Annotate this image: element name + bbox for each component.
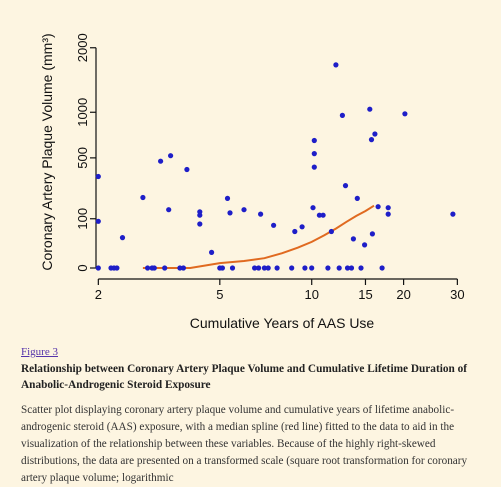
- median-spline-line: [142, 204, 375, 269]
- data-point: [310, 205, 316, 211]
- data-point: [95, 265, 101, 271]
- x-tick-label: 15: [358, 287, 372, 302]
- data-point: [333, 62, 339, 68]
- data-point: [119, 235, 126, 241]
- x-tick-label: 5: [216, 287, 223, 302]
- x-axis-label: Cumulative Years of AAS Use: [190, 315, 375, 331]
- data-point: [140, 194, 146, 201]
- y-tick-label: 0: [75, 264, 90, 271]
- x-tick-label: 30: [450, 287, 464, 302]
- data-point: [274, 265, 280, 271]
- y-tick-label: 2000: [75, 33, 90, 62]
- data-point: [372, 131, 378, 137]
- x-tick-label: 10: [304, 287, 318, 302]
- data-point: [292, 228, 298, 235]
- caption-title: Relationship between Coronary Artery Pla…: [21, 363, 468, 391]
- scatter-chart: 0 100 500 1000 2000 2 5 10 15 20 30 Coronary Arter…: [39, 33, 465, 331]
- data-point: [162, 265, 168, 271]
- data-point: [209, 249, 215, 255]
- y-axis-label: Coronary Artery Plaque Volume (mm³): [39, 33, 55, 270]
- data-point: [302, 265, 308, 271]
- y-tick-label: 100: [75, 208, 90, 230]
- data-point: [362, 242, 368, 248]
- data-point: [95, 173, 101, 180]
- data-point: [311, 164, 317, 170]
- data-point: [258, 211, 264, 217]
- data-point: [271, 222, 277, 228]
- data-point: [289, 265, 295, 271]
- data-point: [325, 265, 331, 271]
- data-point: [385, 205, 391, 211]
- data-point: [316, 212, 322, 218]
- data-point: [145, 265, 151, 271]
- data-point: [151, 265, 157, 271]
- data-point: [344, 265, 351, 271]
- data-point: [252, 265, 258, 271]
- data-point: [354, 195, 360, 201]
- data-point: [309, 265, 315, 271]
- caption-body: Scatter plot displaying coronary artery …: [21, 404, 468, 484]
- data-point: [368, 137, 375, 143]
- data-point: [241, 207, 247, 213]
- data-point: [229, 265, 236, 271]
- data-point: [227, 210, 233, 216]
- x-tick-label: 2: [95, 287, 102, 302]
- data-point: [358, 265, 364, 271]
- data-point: [256, 265, 262, 271]
- data-point: [184, 166, 190, 173]
- data-point: [311, 137, 317, 144]
- data-point: [197, 221, 203, 227]
- data-point: [180, 265, 186, 271]
- data-point: [385, 211, 391, 217]
- figure-link[interactable]: Figure 3: [21, 346, 58, 358]
- figure-caption: Figure 3 Relationship between Coronary A…: [21, 346, 491, 487]
- data-point: [339, 112, 345, 118]
- data-point: [328, 228, 334, 235]
- data-point: [114, 265, 120, 271]
- data-point: [299, 224, 305, 230]
- data-point: [261, 265, 267, 271]
- data-point: [219, 265, 225, 271]
- data-point: [348, 265, 355, 271]
- y-tick-label: 1000: [75, 98, 90, 127]
- x-tick-label: 20: [396, 287, 410, 302]
- data-point: [311, 151, 317, 157]
- data-point: [95, 218, 101, 224]
- data-point: [450, 211, 456, 217]
- data-point: [342, 183, 349, 189]
- data-point: [350, 236, 356, 242]
- y-tick-label: 500: [75, 147, 90, 169]
- data-point: [320, 212, 326, 218]
- data-point: [265, 265, 271, 271]
- data-point: [336, 265, 342, 271]
- data-point: [166, 207, 172, 213]
- data-point: [158, 158, 164, 164]
- data-point: [197, 212, 203, 218]
- data-point: [375, 204, 381, 210]
- data-point: [379, 265, 385, 271]
- data-point: [402, 111, 408, 117]
- data-point: [168, 153, 174, 159]
- data-point: [369, 231, 375, 237]
- data-point: [367, 106, 373, 112]
- data-point: [224, 195, 231, 201]
